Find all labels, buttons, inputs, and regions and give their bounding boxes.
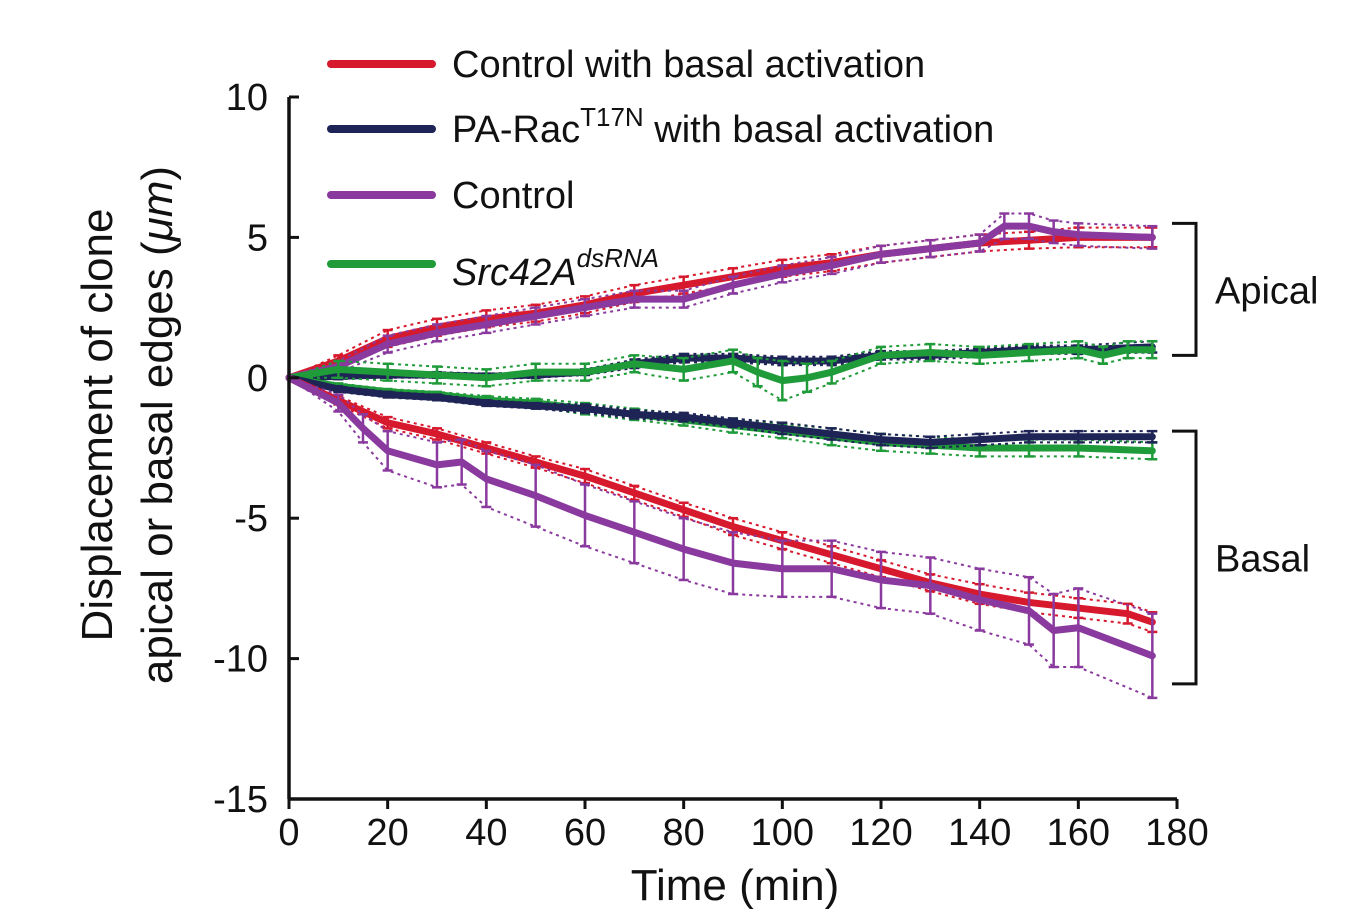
series-line [285,346,1156,385]
x-tick-label: 160 [1047,812,1110,854]
y-tick-label: 5 [247,217,268,259]
legend-item-parac-basal: PA-RacT17N with basal activation [327,102,994,151]
y-axis-title-unit: μm [133,181,182,243]
legend-label: Src42AdsRNA [452,243,659,294]
error-envelope-upper [288,376,1153,615]
legend-label-main: PA-Rac [452,109,580,151]
brackets: Apical Basal [1172,221,1319,686]
legend-label: PA-RacT17N with basal activation [452,102,994,151]
x-tick-label: 0 [278,812,299,854]
x-ticks: 0 20 40 60 80 100 120 140 160 180 [278,799,1209,854]
error-envelope-upper [288,226,1153,379]
x-tick-label: 20 [367,812,409,854]
series-line [285,374,1156,626]
series-7 [285,374,1158,700]
x-tick-label: 180 [1145,812,1208,854]
error-envelope-lower [288,376,1153,633]
series-layer [285,212,1158,700]
bracket-label: Apical [1215,270,1319,312]
series-6 [285,374,1158,634]
y-tick-label: -10 [213,639,268,681]
error-envelope-upper [288,340,1153,379]
legend-label-sup: dsRNA [577,243,659,273]
series-1 [285,212,1158,382]
series-line [285,233,1156,382]
series-3 [285,340,1158,402]
y-tick-label: 0 [247,358,268,400]
x-tick-label: 100 [751,812,814,854]
x-tick-label: 120 [849,812,912,854]
legend-label-main: Src42A [452,252,577,294]
legend-label: Control with basal activation [452,44,925,86]
x-axis-title: Time (min) [631,861,840,910]
x-tick-label: 140 [948,812,1011,854]
series-5 [285,374,1158,450]
bracket-line [1172,429,1198,686]
series-line [285,374,1156,660]
legend-item-control-basal: Control with basal activation [327,44,925,86]
bracket-apical: Apical [1172,221,1319,357]
y-tick-label: -15 [213,779,268,821]
y-axis-title-line1: Displacement of clone [73,209,122,642]
error-envelope-upper [288,212,1153,379]
y-ticks: 10 5 0 -5 -10 -15 [213,77,299,821]
y-tick-label: -5 [234,498,268,540]
legend-item-control: Control [327,175,575,217]
y-axis-title-close: ) [133,166,182,181]
legend-label-rest: with basal activation [644,109,995,151]
bracket-line [1172,221,1198,357]
error-envelope-lower [288,237,1153,379]
legend-label-sup: T17N [580,102,644,132]
legend-label: Control [452,175,575,217]
y-axis-title-line2: apical or basal edges (μm) [133,166,182,684]
series-line [285,222,1156,382]
x-tick-label: 40 [465,812,507,854]
y-tick-label: 10 [226,77,268,119]
series-line [285,374,1156,446]
bracket-label: Basal [1215,539,1310,581]
axes [287,97,1177,801]
error-envelope-upper [288,340,1153,379]
bracket-basal: Basal [1172,429,1310,686]
x-tick-label: 60 [564,812,606,854]
legend: Control with basal activation PA-RacT17N… [327,44,994,294]
legend-item-src42a: Src42AdsRNA [327,243,659,294]
y-axis-title-text: apical or basal edges ( [133,241,182,684]
x-tick-label: 80 [663,812,705,854]
